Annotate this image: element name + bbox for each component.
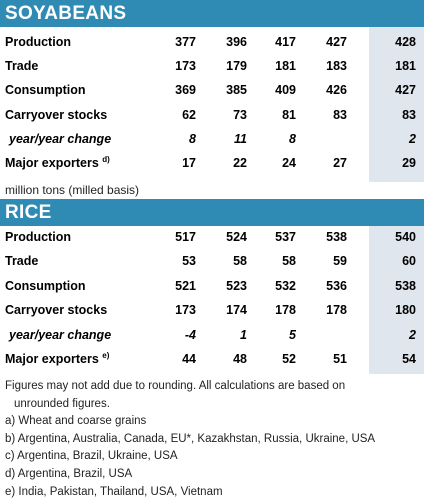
cell-value: 385 xyxy=(226,83,247,98)
row-label: Production xyxy=(5,35,71,49)
cell-value: 54 xyxy=(402,352,416,366)
cell-value: 180 xyxy=(395,303,416,318)
table-row: Consumption 369 385 409 426 427 xyxy=(0,78,424,102)
cell-value: 44 xyxy=(182,352,196,366)
cell-value: 417 xyxy=(275,35,296,49)
cell-value: 532 xyxy=(275,278,296,293)
cell-value: 428 xyxy=(395,35,416,49)
soybeans-header: SOYABEANS xyxy=(0,0,424,27)
table-row: Production 517 524 537 538 540 xyxy=(0,225,424,249)
table-row: Trade 173 179 181 183 181 xyxy=(0,54,424,78)
cell-value: 377 xyxy=(175,35,196,49)
cell-value: 27 xyxy=(333,156,347,170)
cell-value: 396 xyxy=(226,35,247,49)
cell-value: 174 xyxy=(226,303,247,318)
cell-value: 173 xyxy=(175,59,196,74)
footnote-a: a) Wheat and coarse grains xyxy=(5,415,147,428)
cell-value: 59 xyxy=(333,254,347,269)
cell-value: 62 xyxy=(182,107,196,122)
footnote-rounding: Figures may not add due to rounding. All… xyxy=(5,380,346,410)
row-label: Major exporters e) xyxy=(5,350,110,366)
cell-value: 538 xyxy=(326,230,347,244)
cell-value: 53 xyxy=(182,254,196,269)
cell-value: 51 xyxy=(333,352,347,366)
cell-value: 22 xyxy=(233,156,247,170)
cell-value: 1 xyxy=(240,327,247,342)
footnote-c: c) Argentina, Brazil, Ukraine, USA xyxy=(5,450,178,463)
table-row: Consumption 521 523 532 536 538 xyxy=(0,274,424,298)
unit-note: million tons (milled basis) xyxy=(5,183,140,197)
cell-value: 8 xyxy=(189,131,196,146)
cell-value: 427 xyxy=(326,35,347,49)
cell-value: 48 xyxy=(233,352,247,366)
cell-value: 538 xyxy=(395,278,416,293)
row-label: Consumption xyxy=(5,83,86,98)
cell-value: 181 xyxy=(395,59,416,74)
cell-value: 29 xyxy=(402,156,416,170)
cell-value: 5 xyxy=(289,327,296,342)
cell-value: 540 xyxy=(395,230,416,244)
row-label: Carryover stocks xyxy=(5,107,108,122)
table-row: year/year change -4 1 5 2 xyxy=(0,323,424,347)
cell-value: 83 xyxy=(333,107,347,122)
cell-value: 8 xyxy=(289,131,296,146)
cell-value: 178 xyxy=(326,303,347,318)
table-row: Carryover stocks 173 174 178 178 180 xyxy=(0,298,424,322)
cell-value: 183 xyxy=(326,59,347,74)
row-label: Major exporters d) xyxy=(5,154,110,170)
cell-value: 173 xyxy=(175,303,196,318)
cell-value: 11 xyxy=(234,131,247,146)
table-row: Production 377 396 417 427 428 xyxy=(0,30,424,54)
cell-value: 2 xyxy=(409,327,416,342)
cell-value: 523 xyxy=(226,278,247,293)
cell-value: 536 xyxy=(326,278,347,293)
table-row: year/year change 8 11 8 2 xyxy=(0,127,424,151)
cell-value: 537 xyxy=(275,230,296,244)
table-row: Carryover stocks 62 73 81 83 83 xyxy=(0,103,424,127)
row-label: Trade xyxy=(5,254,39,269)
rice-header: RICE xyxy=(0,199,424,226)
cell-value: 2 xyxy=(409,131,416,146)
cell-value: 517 xyxy=(175,230,196,244)
cell-value: 17 xyxy=(182,156,196,170)
cell-value: 521 xyxy=(175,278,196,293)
table-row: Major exporters e) 44 48 52 51 54 xyxy=(0,347,424,371)
cell-value: 427 xyxy=(395,83,416,98)
cell-value: 426 xyxy=(326,83,347,98)
cell-value: 24 xyxy=(282,156,296,170)
cell-value: 178 xyxy=(275,303,296,318)
row-label: Production xyxy=(5,230,71,244)
row-label: Consumption xyxy=(5,278,86,293)
footnote-d: d) Argentina, Brazil, USA xyxy=(5,467,133,480)
row-label: year/year change xyxy=(9,131,112,146)
cell-value: 181 xyxy=(275,59,296,74)
footnote-e: e) India, Pakistan, Thailand, USA, Vietn… xyxy=(5,485,223,498)
rice-current-column-shade xyxy=(369,226,424,374)
cell-value: -4 xyxy=(184,327,196,342)
cell-value: 52 xyxy=(282,352,296,366)
cell-value: 60 xyxy=(402,254,416,269)
cell-value: 369 xyxy=(175,83,196,98)
cell-value: 58 xyxy=(282,254,296,269)
cell-value: 524 xyxy=(226,230,247,244)
row-label: year/year change xyxy=(9,327,112,342)
cell-value: 179 xyxy=(226,59,247,74)
cell-value: 73 xyxy=(233,107,247,122)
table-row: Major exporters d) 17 22 24 27 29 xyxy=(0,151,424,175)
footnote-b: b) Argentina, Australia, Canada, EU*, Ka… xyxy=(5,432,376,445)
row-label: Carryover stocks xyxy=(5,303,108,318)
cell-value: 83 xyxy=(402,107,416,122)
footnotes: Figures may not add due to rounding. All… xyxy=(5,378,420,500)
cell-value: 58 xyxy=(233,254,247,269)
soybeans-current-column-shade xyxy=(369,27,424,182)
row-label: Trade xyxy=(5,59,39,74)
table-row: Trade 53 58 58 59 60 xyxy=(0,249,424,273)
cell-value: 81 xyxy=(282,107,296,122)
cell-value: 409 xyxy=(275,83,296,98)
